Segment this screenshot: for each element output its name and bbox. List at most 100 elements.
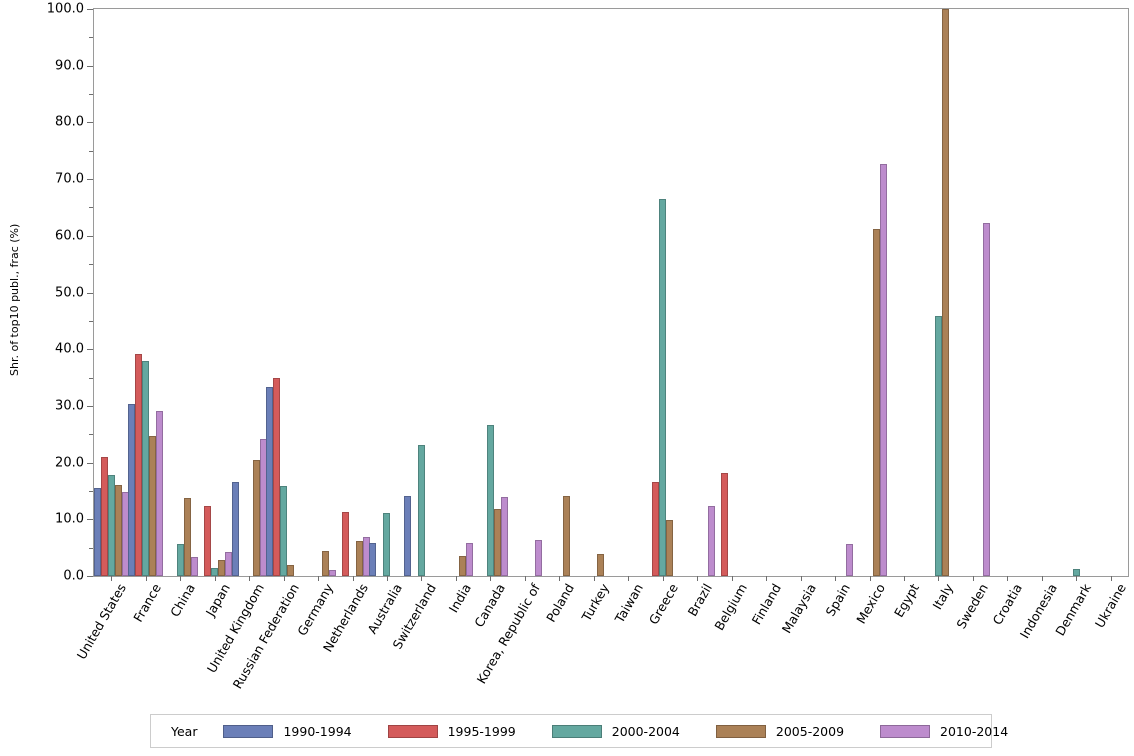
bar [459,555,467,576]
bar [562,496,570,576]
y-tick-mark [87,9,93,10]
legend-title: Year [171,723,198,739]
legend-color-swatch [387,724,438,738]
bar [93,488,101,576]
legend-entry[interactable]: 2000-2004 [551,723,680,739]
y-tick-mark [87,179,93,181]
bar-group [542,9,577,581]
bar [493,508,501,576]
x-tick-mark [352,576,354,581]
legend-entry[interactable]: 1990-1994 [223,723,352,739]
bar [845,544,853,576]
bar-group [921,9,956,581]
bar [231,481,239,576]
y-tick-mark [87,235,93,237]
legend-content: Year 1990-1994 1995-1999 2000-2004 2005-200… [151,715,1008,747]
y-tick-mark-minor [89,320,93,322]
y-tick-mark-minor [89,94,93,96]
legend-label: 1990-1994 [283,723,352,739]
x-axis-label: Brazil [684,581,716,619]
x-tick-mark [283,576,285,581]
bar [273,378,281,576]
legend-color-swatch [223,724,274,738]
y-tick-label: 20.0 [55,455,84,471]
x-tick-mark [869,576,871,581]
x-tick-mark [800,576,802,581]
legend-entry[interactable]: 1995-1999 [387,723,516,739]
y-tick-label: 30.0 [55,398,84,414]
y-axis-title: Shr. of top10 publ., frac (%) [8,223,21,377]
bar [535,539,543,576]
y-tick-label: 100.0 [46,1,84,17]
bar-group [749,9,784,581]
x-tick-mark [490,576,492,581]
y-tick-mark-minor [89,264,93,266]
x-tick-mark [1007,576,1009,581]
legend-entry[interactable]: 2005-2009 [715,724,844,739]
bar-group [369,9,404,581]
bar-group [1093,9,1128,581]
bar [721,472,729,576]
bar [500,496,508,576]
bar [183,498,191,576]
bar-group [955,9,991,581]
bar [321,550,329,576]
bar [176,543,184,576]
bar [266,387,274,576]
x-tick-mark [593,576,595,581]
y-tick-mark [87,462,93,464]
y-tick-mark-minor [89,434,93,436]
bar-group [403,9,439,581]
x-axis-label: Malaysia [778,581,819,636]
legend-color-swatch [551,724,602,738]
y-tick-mark [87,292,93,294]
bar [328,569,336,576]
bar-group [611,9,646,581]
legend-label: 2010-2014 [940,723,1009,739]
legend-color-swatch [715,724,766,738]
x-axis-label: Russian Federation [229,581,302,692]
x-tick-mark [835,576,837,581]
bar [156,411,164,576]
bar-group [507,9,543,581]
bar-group [714,9,749,581]
x-tick-mark [766,576,768,581]
y-tick-label: 0.0 [63,568,84,584]
x-axis-label: Italy [929,581,957,612]
legend-label: 2000-2004 [611,723,680,739]
x-tick-mark [628,576,630,581]
x-axis-label: India [445,581,474,616]
bar [486,425,494,576]
x-tick-mark [455,576,457,581]
bar [983,222,991,576]
x-tick-mark [1076,576,1078,581]
bar-group [163,9,198,581]
bar-group [1024,9,1059,581]
bar-group [886,9,921,581]
bar [652,481,660,576]
bar [417,445,425,576]
y-tick-mark [87,405,93,407]
bar-group [852,9,887,581]
x-axis-label: Egypt [890,581,922,620]
x-axis-label: Korea, Republic of [473,581,543,687]
y-tick-mark [87,576,93,577]
y-tick-mark-minor [89,150,93,152]
bar-group [301,9,336,581]
bar [383,512,391,576]
y-tick-mark [87,65,93,67]
y-tick-mark [87,519,93,521]
x-tick-mark [180,576,182,581]
bar [873,229,880,576]
legend-label: 1995-1999 [447,723,516,739]
y-tick-label: 80.0 [55,114,84,130]
bar [114,485,122,576]
bar [287,565,295,576]
bar-group [1059,9,1094,581]
x-axis-label: United States [73,581,130,662]
bar-group [576,9,611,581]
x-axis-label: Finland [748,581,785,628]
bar [107,475,115,576]
x-tick-mark [318,576,320,581]
legend-entry[interactable]: 2010-2014 [880,724,1008,739]
